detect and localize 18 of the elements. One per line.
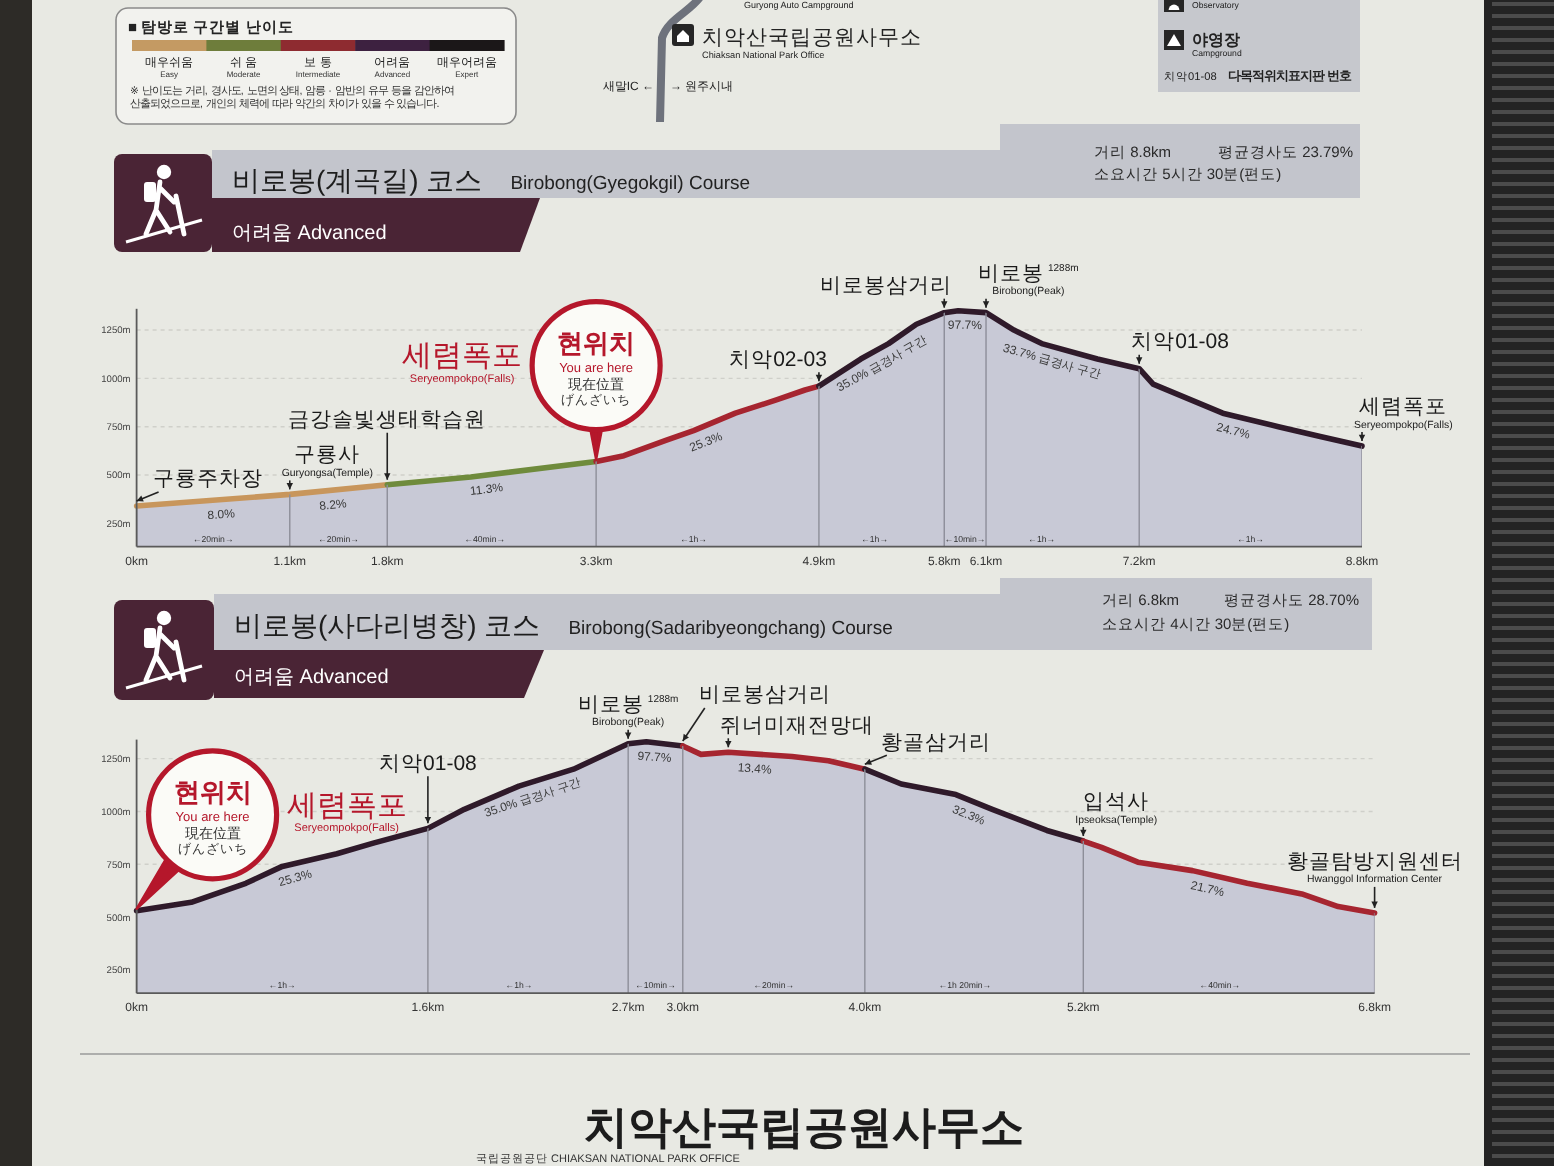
annotation: 구룡주차장: [152, 467, 263, 492]
annotation: 치악01-08: [379, 751, 478, 776]
annotation: 비로봉삼거리: [698, 683, 831, 708]
text: 치악산국립공원사무소: [584, 1102, 1024, 1152]
annotation: 황골삼거리: [880, 730, 991, 755]
chart-title: 비로봉(사다리병창) 코스: [234, 609, 541, 641]
annotation: 비로봉삼거리: [820, 274, 953, 299]
chart-subtitle: Birobong(Sadaribyeongchang) Course: [568, 618, 893, 640]
text: 어려움 Advanced: [234, 667, 389, 689]
annotation: 치악02-03: [729, 347, 828, 372]
text: 어려움 Advanced: [232, 223, 387, 245]
text: 치악산국립공원사무소: [702, 26, 922, 50]
annotation: 쥐너미재전망대: [720, 713, 875, 738]
text: 야영장: [1192, 31, 1240, 49]
annotation: 치악01-08: [1131, 330, 1230, 355]
annotation: 금강솔빛생태학습원: [288, 408, 487, 433]
chart-title: 비로봉(계곡길) 코스: [232, 164, 483, 196]
chart-subtitle: Birobong(Gyegokgil) Course: [510, 173, 751, 195]
